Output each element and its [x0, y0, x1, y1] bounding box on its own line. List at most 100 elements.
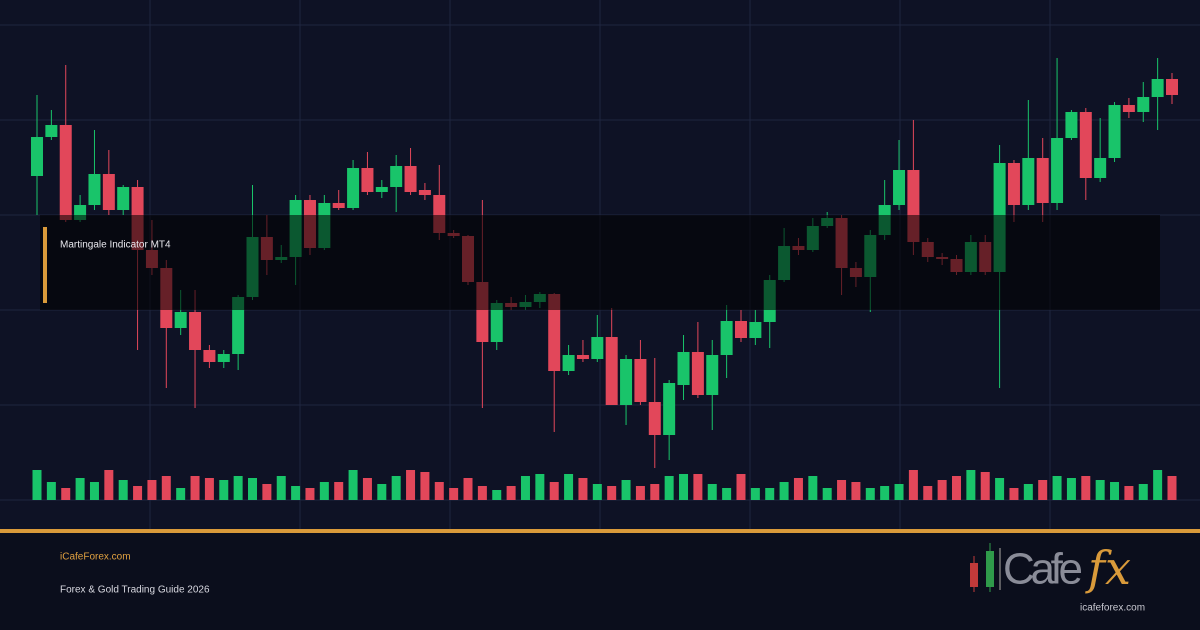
candle-body: [734, 321, 747, 338]
candle-body: [189, 312, 202, 350]
volume-bar: [176, 488, 186, 500]
volume-bar: [362, 478, 372, 500]
volume-bar: [248, 478, 258, 500]
volume-bar: [564, 474, 574, 500]
volume-bar: [650, 484, 660, 500]
volume-bar: [334, 482, 344, 500]
volume-bar: [233, 476, 243, 500]
candle-body: [1036, 158, 1049, 203]
volume-bar: [937, 480, 947, 500]
indicator-overlay: [40, 215, 1160, 310]
volume-bar: [348, 470, 358, 500]
volume-bar: [779, 482, 789, 500]
volume-bar: [463, 478, 473, 500]
volume-bar: [951, 476, 961, 500]
candle-body: [45, 125, 58, 137]
candle-body: [1051, 138, 1064, 203]
volume-bar: [1066, 478, 1076, 500]
volume-bar: [1153, 470, 1163, 500]
volume-bar: [305, 488, 315, 500]
candle-body: [663, 383, 676, 435]
logo-icon: [986, 551, 994, 587]
candle-body: [1007, 163, 1020, 205]
candle-body: [59, 125, 72, 220]
volume-bar: [147, 480, 157, 500]
candle-body: [117, 187, 130, 210]
volume-bar: [104, 470, 114, 500]
overlay-label: Martingale Indicator MT4: [60, 240, 171, 251]
volume-bar: [679, 474, 689, 500]
candle-body: [31, 137, 43, 176]
volume-bar: [865, 488, 875, 500]
candle-body: [691, 352, 704, 395]
volume-bar: [118, 480, 128, 500]
volume-bar: [89, 482, 99, 500]
volume-bar: [1023, 484, 1033, 500]
volume-bar: [1052, 476, 1062, 500]
volume-bar: [1138, 484, 1148, 500]
volume-bar: [32, 470, 42, 500]
volume-bar: [822, 488, 832, 500]
volume-bar: [535, 474, 545, 500]
divider: [0, 529, 1200, 533]
volume-bar: [75, 478, 85, 500]
candle-body: [418, 190, 431, 195]
overlay-accent: [43, 227, 47, 303]
volume-bar: [391, 476, 401, 500]
volume-bar: [980, 472, 990, 500]
volume-bar: [46, 482, 56, 500]
candle-body: [232, 297, 245, 354]
volume-bar: [736, 474, 746, 500]
volume-bar: [693, 474, 703, 500]
volume-bar: [319, 482, 329, 500]
candle-body: [390, 166, 403, 187]
volume-bar: [592, 484, 602, 500]
logo-url: icafeforex.com: [1080, 603, 1145, 614]
footer-subtitle: Forex & Gold Trading Guide 2026: [60, 585, 210, 596]
candle-body: [620, 359, 633, 405]
logo-accent: fx: [1085, 541, 1131, 595]
candle-body: [893, 170, 906, 205]
candle-body: [88, 174, 101, 205]
candle-body: [174, 312, 187, 328]
candle-body: [1094, 158, 1107, 178]
candle-body: [404, 166, 417, 192]
volume-bar: [995, 478, 1005, 500]
candle-body: [576, 355, 589, 359]
volume-bar: [908, 470, 918, 500]
logo: Cafe fx icafeforex.com: [970, 541, 1145, 614]
candle-body: [749, 322, 762, 338]
volume-bar: [1167, 476, 1177, 500]
volume-bar: [291, 486, 301, 500]
volume-bar: [190, 476, 200, 500]
candle-body: [1122, 105, 1135, 112]
volume-bar: [621, 480, 631, 500]
volume-bar: [1110, 482, 1120, 500]
volume-bar: [750, 488, 760, 500]
volume-bar: [894, 484, 904, 500]
candle-body: [677, 352, 690, 385]
volume-bar: [837, 480, 847, 500]
candle-body: [562, 355, 575, 371]
volume-bar: [793, 478, 803, 500]
candle-body: [1137, 97, 1150, 112]
volume-bar: [607, 486, 617, 500]
candle-body: [102, 174, 115, 210]
volume-bar: [808, 476, 818, 500]
candle-body: [332, 203, 345, 208]
volume-bar: [1124, 486, 1134, 500]
volume-bar: [1095, 480, 1105, 500]
candle-body: [347, 168, 360, 208]
volume-bar: [707, 484, 717, 500]
volume-bar: [635, 486, 645, 500]
volume-bar: [434, 482, 444, 500]
candle-body: [1065, 112, 1078, 138]
volume-bar: [664, 476, 674, 500]
volume-bar: [1009, 488, 1019, 500]
candle-body: [361, 168, 374, 192]
volume-bar: [61, 488, 71, 500]
volume-bar: [1038, 480, 1048, 500]
volume-bar: [880, 486, 890, 500]
